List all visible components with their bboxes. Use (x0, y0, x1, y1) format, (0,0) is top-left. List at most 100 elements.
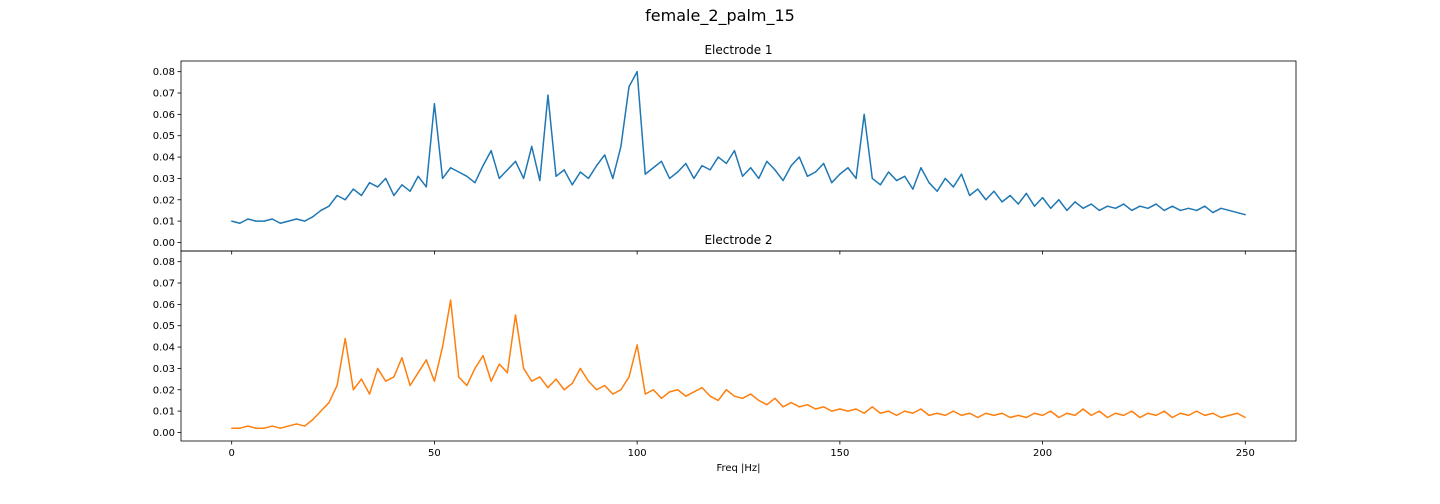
data-point (685, 395, 687, 397)
data-point (368, 393, 371, 395)
data-point (320, 410, 322, 412)
data-point (271, 425, 273, 427)
data-point (539, 179, 541, 182)
data-point (514, 160, 517, 162)
data-point (368, 182, 371, 184)
data-point (766, 404, 768, 406)
data-point (1236, 211, 1238, 214)
data-point (758, 177, 760, 180)
data-point (693, 391, 695, 393)
data-point (401, 184, 403, 186)
x-tick-label: 150 (830, 448, 849, 459)
y-tick-label: 0.01 (153, 217, 175, 228)
y-tick-label: 0.08 (153, 67, 175, 78)
data-point (1001, 412, 1003, 414)
data-point (847, 410, 849, 412)
data-point (458, 171, 460, 173)
data-point (1187, 207, 1190, 209)
data-point (1244, 416, 1246, 419)
data-point (523, 367, 525, 370)
data-point (531, 380, 533, 382)
data-point (936, 190, 938, 192)
data-point (555, 175, 557, 177)
data-point (474, 182, 476, 184)
data-point (1050, 207, 1052, 209)
data-point (677, 389, 679, 391)
data-point (1074, 201, 1076, 203)
data-point (385, 380, 387, 382)
data-point (231, 220, 233, 222)
data-point (425, 186, 427, 188)
data-point (360, 378, 363, 380)
data-point (879, 184, 882, 186)
data-point (571, 184, 573, 186)
data-point (1090, 203, 1092, 205)
data-point (587, 177, 590, 180)
data-point (295, 423, 298, 425)
data-point (790, 401, 792, 404)
data-point (1196, 410, 1198, 412)
data-point (1009, 194, 1011, 197)
y-tick-label: 0.02 (153, 385, 175, 396)
data-point (344, 199, 346, 201)
data-point (239, 427, 241, 429)
data-point (944, 414, 946, 416)
data-point (539, 376, 541, 378)
data-point (1025, 416, 1027, 419)
data-point (928, 182, 930, 184)
data-point (1139, 416, 1141, 419)
data-point (920, 167, 922, 169)
data-point (563, 169, 565, 171)
data-point (668, 391, 671, 393)
data-point (441, 177, 444, 180)
data-point (1017, 203, 1019, 205)
data-point (231, 427, 233, 429)
data-point (750, 393, 752, 395)
data-point (1155, 203, 1157, 205)
data-point (1171, 416, 1173, 419)
data-point (1058, 416, 1060, 419)
data-point (952, 410, 954, 412)
data-point (733, 395, 736, 397)
data-point (1163, 209, 1165, 212)
data-point (409, 190, 411, 192)
data-point (725, 389, 727, 391)
data-point (855, 177, 857, 180)
data-point (693, 177, 695, 180)
data-point (871, 177, 873, 180)
data-point (604, 384, 606, 387)
data-point (612, 393, 614, 395)
data-point (579, 367, 581, 370)
data-point (401, 357, 403, 359)
data-point (798, 156, 800, 158)
data-point (896, 414, 898, 416)
data-point (279, 222, 281, 224)
data-point (1244, 214, 1246, 216)
data-point (912, 412, 914, 414)
data-point (774, 169, 776, 171)
figure-title: female_2_palm_15 (645, 6, 795, 25)
data-point (912, 188, 914, 190)
data-point (644, 393, 646, 395)
data-point (1171, 205, 1173, 207)
data-point (928, 414, 930, 416)
data-point (255, 220, 257, 222)
data-point (1236, 412, 1238, 414)
data-point (587, 380, 590, 382)
data-point (1009, 416, 1011, 419)
data-point (847, 167, 849, 169)
data-point (701, 165, 703, 167)
x-tick-label: 200 (1033, 448, 1052, 459)
data-point (985, 199, 987, 201)
data-point (952, 186, 954, 188)
data-point (1147, 412, 1149, 414)
subplot-1: 0.00 0.01 0.02 0.03 0.04 0.05 0.06 0.07 0.08 Elec… (153, 43, 1297, 255)
data-point (1082, 408, 1084, 410)
data-point (247, 425, 249, 427)
data-point (506, 169, 508, 171)
data-point (1123, 414, 1125, 416)
data-point (1114, 412, 1117, 414)
data-point (1228, 209, 1230, 212)
data-point (717, 399, 719, 402)
data-point (620, 145, 622, 147)
